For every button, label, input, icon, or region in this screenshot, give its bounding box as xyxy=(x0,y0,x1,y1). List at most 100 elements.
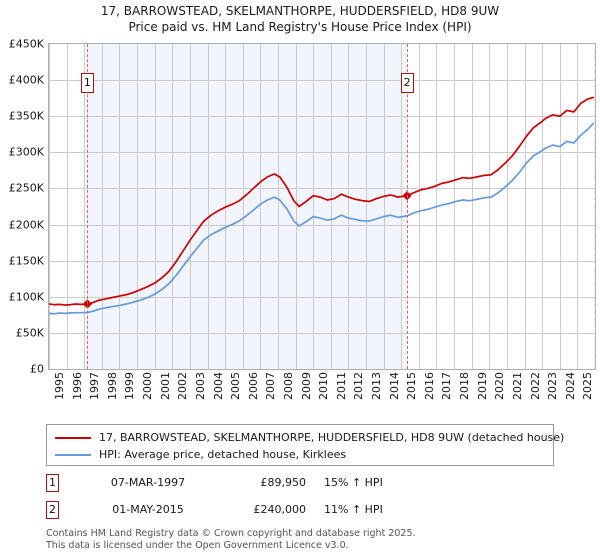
transaction-list: 1 07-MAR-1997 £89,950 15% ↑ HPI 2 01-MAY… xyxy=(46,472,546,526)
x-axis-tick-label: 2014 xyxy=(387,372,401,400)
gridline-vertical xyxy=(208,44,209,369)
series-line-property xyxy=(49,96,595,306)
y-axis-tick-label: £250K xyxy=(8,181,44,195)
x-axis-tick-label: 2008 xyxy=(281,372,295,400)
gridline-vertical xyxy=(454,44,455,369)
gridline-vertical xyxy=(560,44,561,369)
gridline-vertical xyxy=(525,44,526,369)
transaction-hpi-delta-2: 11% ↑ HPI xyxy=(324,503,383,516)
gridline-horizontal xyxy=(49,333,595,334)
gridline-vertical xyxy=(119,44,120,369)
gridline-vertical xyxy=(384,44,385,369)
sale-event-line-1 xyxy=(87,44,89,369)
gridline-vertical xyxy=(489,44,490,369)
x-axis-tick-label: 2018 xyxy=(458,372,472,400)
footer-line-1: Contains HM Land Registry data © Crown c… xyxy=(46,528,416,539)
x-axis-tick-label: 1997 xyxy=(88,372,102,400)
gridline-vertical xyxy=(577,44,578,369)
gridline-horizontal xyxy=(49,116,595,117)
legend-swatch-property xyxy=(55,436,91,439)
gridline-vertical xyxy=(67,44,68,369)
y-axis-tick-label: £0 xyxy=(30,362,44,376)
gridline-vertical xyxy=(84,44,85,369)
gridline-vertical xyxy=(172,44,173,369)
x-axis-tick-label: 2002 xyxy=(176,372,190,400)
x-axis-tick-label: 2016 xyxy=(422,372,436,400)
transaction-price-1: £89,950 xyxy=(260,476,307,489)
x-axis-tick-label: 2003 xyxy=(193,372,207,400)
transaction-badge-2: 2 xyxy=(46,501,59,519)
x-axis-tick-label: 2010 xyxy=(317,372,331,400)
legend-item-hpi: HPI: Average price, detached house, Kirk… xyxy=(53,446,547,463)
gridline-horizontal xyxy=(49,152,595,153)
table-row[interactable]: 2 01-MAY-2015 £240,000 11% ↑ HPI xyxy=(46,499,546,526)
series-line-hpi xyxy=(49,122,595,315)
between-sales-shaded-band xyxy=(87,44,408,369)
gridline-vertical xyxy=(507,44,508,369)
gridline-horizontal xyxy=(49,188,595,189)
x-axis-tick-label: 1995 xyxy=(53,372,66,400)
y-axis-tick-label: £150K xyxy=(8,254,44,268)
legend-item-property: 17, BARROWSTEAD, SKELMANTHORPE, HUDDERSF… xyxy=(53,429,564,446)
table-row[interactable]: 1 07-MAR-1997 £89,950 15% ↑ HPI xyxy=(46,472,546,499)
x-axis-tick-label: 2022 xyxy=(528,372,542,400)
x-axis: 1995 1996 1997 1998 1999 2000 2001 2002 2003 2004… xyxy=(48,372,600,418)
chart-callout-2[interactable]: 2 xyxy=(400,73,414,93)
x-axis-tick-label: 2020 xyxy=(493,372,507,400)
gridline-vertical xyxy=(49,44,50,369)
x-axis-tick-label: 2017 xyxy=(440,372,454,400)
gridline-vertical xyxy=(366,44,367,369)
x-axis-tick-label: 1998 xyxy=(105,372,119,400)
gridline-horizontal xyxy=(49,80,595,81)
x-axis-tick-label: 2005 xyxy=(229,372,243,400)
y-axis-tick-label: £200K xyxy=(8,218,44,232)
y-axis-tick-label: £100K xyxy=(8,290,44,304)
page-title: 17, BARROWSTEAD, SKELMANTHORPE, HUDDERSF… xyxy=(0,3,600,35)
chart-callout-1[interactable]: 1 xyxy=(80,73,94,93)
gridline-vertical xyxy=(190,44,191,369)
gridline-vertical xyxy=(348,44,349,369)
x-axis-tick-label: 1996 xyxy=(70,372,84,400)
gridline-vertical xyxy=(260,44,261,369)
gridline-vertical xyxy=(313,44,314,369)
transaction-price-2: £240,000 xyxy=(253,503,307,516)
title-line-2: Price paid vs. HM Land Registry's House … xyxy=(128,20,472,34)
y-axis-tick-label: £350K xyxy=(8,109,44,123)
y-axis-tick-label: £50K xyxy=(15,326,44,340)
x-axis-tick-label: 2001 xyxy=(158,372,172,400)
gridline-vertical xyxy=(243,44,244,369)
gridline-vertical xyxy=(102,44,103,369)
x-axis-tick-label: 2011 xyxy=(334,372,348,400)
x-axis-tick-label: 2021 xyxy=(510,372,524,400)
x-axis-tick-label: 2012 xyxy=(352,372,366,400)
x-axis-tick-label: 2015 xyxy=(405,372,419,400)
gridline-vertical xyxy=(472,44,473,369)
x-axis-tick-label: 2013 xyxy=(370,372,384,400)
x-axis-tick-label: 2000 xyxy=(141,372,155,400)
footer-line-2: This data is licensed under the Open Gov… xyxy=(46,539,349,551)
x-axis-tick-label: 2004 xyxy=(211,372,225,400)
legend-swatch-hpi xyxy=(55,453,91,456)
series-lines xyxy=(49,96,595,315)
gridline-horizontal xyxy=(49,261,595,262)
legend-label-property: 17, BARROWSTEAD, SKELMANTHORPE, HUDDERSF… xyxy=(99,431,565,444)
title-line-1: 17, BARROWSTEAD, SKELMANTHORPE, HUDDERSF… xyxy=(100,4,500,18)
x-axis-tick-label: 2007 xyxy=(264,372,278,400)
gridline-horizontal xyxy=(49,297,595,298)
x-axis-tick-label: 2024 xyxy=(563,372,577,400)
sale-event-line-2 xyxy=(407,44,409,369)
x-axis-tick-label: 1999 xyxy=(123,372,137,400)
gridline-vertical xyxy=(401,44,402,369)
gridline-vertical xyxy=(296,44,297,369)
gridline-vertical xyxy=(419,44,420,369)
gridline-vertical xyxy=(155,44,156,369)
transaction-hpi-delta-1: 15% ↑ HPI xyxy=(324,476,383,489)
x-axis-tick-label: 2019 xyxy=(475,372,489,400)
attribution-footer: Contains HM Land Registry data © Crown c… xyxy=(46,528,566,551)
x-axis-tick-label: 2023 xyxy=(546,372,560,400)
future-hatched-band xyxy=(594,44,595,369)
y-axis-tick-label: £300K xyxy=(8,145,44,159)
transaction-badge-1: 1 xyxy=(46,474,59,492)
legend-label-hpi: HPI: Average price, detached house, Kirk… xyxy=(99,448,347,461)
transaction-date-1: 07-MAR-1997 xyxy=(110,476,186,489)
